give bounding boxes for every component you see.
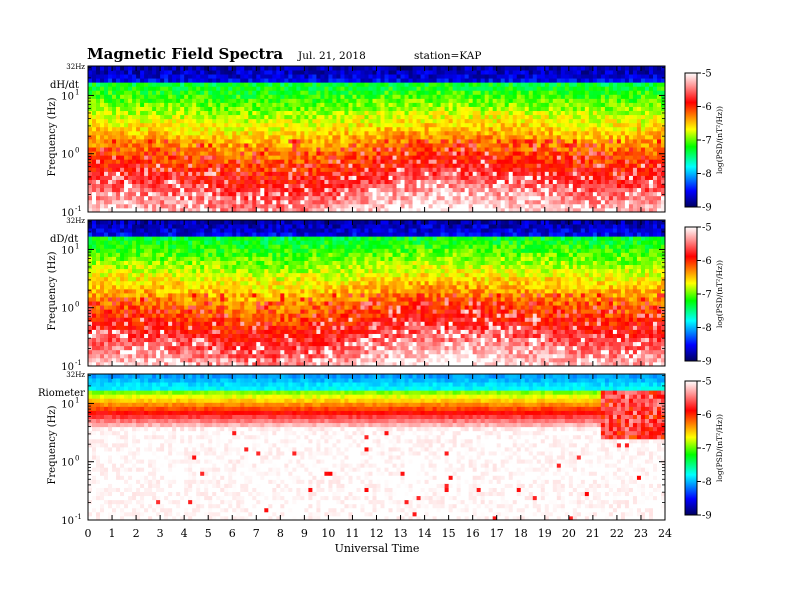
heatmap-cells xyxy=(88,220,666,367)
colorbar-tick-label: -9 xyxy=(702,203,712,214)
y-tick-exponent: 1 xyxy=(75,242,79,250)
colorbar-tick-label: -8 xyxy=(702,169,712,180)
y-tick-label: 10 xyxy=(61,245,74,256)
colorbar-label: log(PSD/(nT²/Hz)) xyxy=(715,260,724,328)
x-axis-label: Universal Time xyxy=(335,542,420,555)
colorbar: -5 -6 -7 -8 -9 log(PSD/(nT²/Hz)) xyxy=(684,69,724,214)
y-tick-exponent: 0 xyxy=(75,301,79,309)
x-tick-label: 8 xyxy=(277,527,284,540)
y-top-label: 32Hz xyxy=(66,371,85,379)
y-tick-exponent: 1 xyxy=(75,88,79,96)
x-tick-label: 3 xyxy=(157,527,164,540)
y-tick-exponent: -1 xyxy=(75,513,82,521)
x-tick-label: 10 xyxy=(321,527,335,540)
y-tick-exponent: 0 xyxy=(75,147,79,155)
colorbar-label: log(PSD/(nT²/Hz)) xyxy=(715,414,724,482)
colorbar-tick-label: -8 xyxy=(702,323,712,334)
colorbar-tick-label: -9 xyxy=(702,511,712,522)
colorbar-tick-label: -6 xyxy=(702,256,712,267)
x-tick-label: 17 xyxy=(490,527,504,540)
y-axis-label: Frequency (Hz) xyxy=(47,97,58,176)
colorbar-tick-label: -5 xyxy=(702,69,712,80)
colorbar-tick-label: -6 xyxy=(702,102,712,113)
panel-label: Riometer xyxy=(38,388,85,399)
y-tick-label: 10 xyxy=(61,150,74,161)
y-top-label: 32Hz xyxy=(66,217,85,225)
x-tick-label: 16 xyxy=(466,527,480,540)
colorbar-tick-label: -8 xyxy=(702,477,712,488)
y-tick-label: 10 xyxy=(61,458,74,469)
colorbar-tick-label: -7 xyxy=(702,444,712,455)
x-tick-label: 20 xyxy=(562,527,576,540)
x-tick-label: 13 xyxy=(394,527,408,540)
colorbar-tick-label: -7 xyxy=(702,290,712,301)
colorbar-tick-label: -5 xyxy=(702,377,712,388)
panel-label: dH/dt xyxy=(50,80,79,91)
x-tick-label: 2 xyxy=(133,527,140,540)
colorbar-label: log(PSD/(nT²/Hz)) xyxy=(715,106,724,174)
x-tick-label: 7 xyxy=(253,527,260,540)
colorbar-tick-label: -9 xyxy=(702,357,712,368)
colorbar: -5 -6 -7 -8 -9 log(PSD/(nT²/Hz)) xyxy=(684,377,724,522)
y-tick-exponent: -1 xyxy=(75,205,82,213)
x-tick-label: 11 xyxy=(345,527,359,540)
y-tick-label: 10 xyxy=(61,399,74,410)
y-axis-label: Frequency (Hz) xyxy=(47,251,58,330)
x-tick-label: 4 xyxy=(181,527,188,540)
colorbar: -5 -6 -7 -8 -9 log(PSD/(nT²/Hz)) xyxy=(684,223,724,368)
y-tick-label: 10 xyxy=(61,208,74,219)
x-tick-label: 12 xyxy=(370,527,384,540)
colorbar-tick-label: -7 xyxy=(702,136,712,147)
y-tick-exponent: 1 xyxy=(75,396,79,404)
x-tick-label: 0 xyxy=(85,527,92,540)
x-tick-label: 21 xyxy=(586,527,600,540)
x-tick-label: 5 xyxy=(205,527,212,540)
x-tick-label: 9 xyxy=(301,527,308,540)
x-tick-label: 6 xyxy=(229,527,236,540)
heatmap-cells xyxy=(88,374,666,521)
x-tick-label: 23 xyxy=(634,527,648,540)
x-tick-label: 18 xyxy=(514,527,528,540)
colorbar-gradient xyxy=(684,380,698,516)
x-tick-label: 15 xyxy=(442,527,456,540)
x-tick-label: 24 xyxy=(658,527,672,540)
y-tick-exponent: 0 xyxy=(75,455,79,463)
date-label: Jul. 21, 2018 xyxy=(297,50,366,62)
y-tick-exponent: -1 xyxy=(75,359,82,367)
y-tick-label: 10 xyxy=(61,304,74,315)
x-tick-label: 19 xyxy=(538,527,552,540)
heatmap-cells xyxy=(88,66,666,213)
x-tick-label: 1 xyxy=(109,527,116,540)
y-top-label: 32Hz xyxy=(66,63,85,71)
y-axis-label: Frequency (Hz) xyxy=(47,405,58,484)
colorbar-tick-label: -6 xyxy=(702,410,712,421)
station-label: station=KAP xyxy=(414,50,481,62)
y-tick-label: 10 xyxy=(61,91,74,102)
figure-title: Magnetic Field Spectra xyxy=(87,45,283,63)
colorbar-gradient xyxy=(684,72,698,208)
colorbar-gradient xyxy=(684,226,698,362)
x-tick-label: 22 xyxy=(610,527,624,540)
y-tick-label: 10 xyxy=(61,362,74,373)
colorbar-tick-label: -5 xyxy=(702,223,712,234)
x-tick-label: 14 xyxy=(418,527,432,540)
y-tick-label: 10 xyxy=(61,516,74,527)
panel-label: dD/dt xyxy=(50,234,78,245)
